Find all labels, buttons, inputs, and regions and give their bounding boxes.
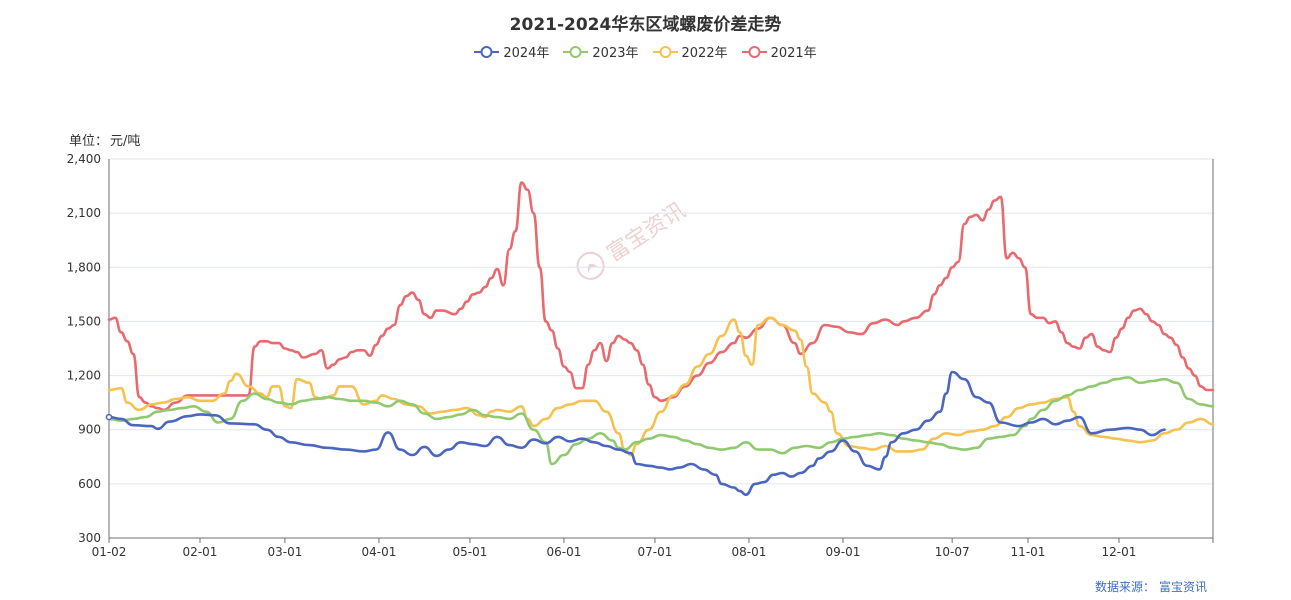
x-tick-label: 08-01 xyxy=(732,545,767,559)
legend-label: 2021年 xyxy=(770,46,817,61)
x-tick-label: 09-01 xyxy=(826,545,861,559)
y-tick-label: 900 xyxy=(78,423,101,437)
x-tick-label: 06-01 xyxy=(547,545,582,559)
series-line-2024年 xyxy=(107,370,1166,496)
series-line-2021年 xyxy=(107,181,1215,412)
legend-marker-icon xyxy=(741,45,767,58)
series-line-2022年 xyxy=(107,316,1215,457)
x-tick-label: 01-02 xyxy=(92,545,127,559)
x-tick-label: 11-01 xyxy=(1011,545,1046,559)
legend-label: 2022年 xyxy=(681,46,728,61)
legend-label: 2024年 xyxy=(503,46,550,61)
legend-label: 2023年 xyxy=(592,46,639,61)
chart-title: 2021-2024华东区域螺废价差走势 xyxy=(509,15,782,35)
unit-prefix: 单位： xyxy=(69,134,109,149)
data-source: 数据来源： 富宝资讯 xyxy=(1095,578,1211,595)
x-tick-label: 10-07 xyxy=(935,545,970,559)
y-tick-label: 1,200 xyxy=(67,369,101,383)
legend-marker-icon xyxy=(563,45,589,58)
y-tick-label: 2,100 xyxy=(67,206,101,220)
x-tick-label: 12-01 xyxy=(1102,545,1137,559)
legend-item[interactable]: 2021年 xyxy=(741,42,817,61)
x-tick-label: 04-01 xyxy=(361,545,396,559)
y-tick-label: 1,500 xyxy=(67,314,101,328)
x-tick-label: 07-01 xyxy=(637,545,672,559)
x-tick-label: 02-01 xyxy=(183,545,218,559)
y-tick-label: 2,400 xyxy=(67,152,101,166)
legend-marker-icon xyxy=(652,45,678,58)
x-tick-label: 05-01 xyxy=(452,545,487,559)
watermark: 富宝资讯 xyxy=(569,193,690,287)
legend-marker-icon xyxy=(474,45,500,58)
legend-item[interactable]: 2024年 xyxy=(474,42,549,61)
source-name: 富宝资讯 xyxy=(1158,580,1207,594)
legend-item[interactable]: 2023年 xyxy=(563,42,639,61)
unit-value: 元/吨 xyxy=(110,134,141,149)
y-tick-label: 300 xyxy=(78,531,101,545)
y-tick-label: 1,800 xyxy=(67,260,101,274)
legend-item[interactable]: 2022年 xyxy=(652,42,728,61)
x-tick-label: 03-01 xyxy=(267,545,302,559)
series-start-point xyxy=(105,413,113,421)
legend: 2024年 2023年 2022年 2021年 xyxy=(0,42,1291,61)
watermark-logo-icon xyxy=(576,251,605,280)
source-label: 数据来源： xyxy=(1094,580,1155,594)
y-tick-label: 600 xyxy=(78,477,101,491)
unit-label: 单位： 元/吨 xyxy=(69,130,142,149)
